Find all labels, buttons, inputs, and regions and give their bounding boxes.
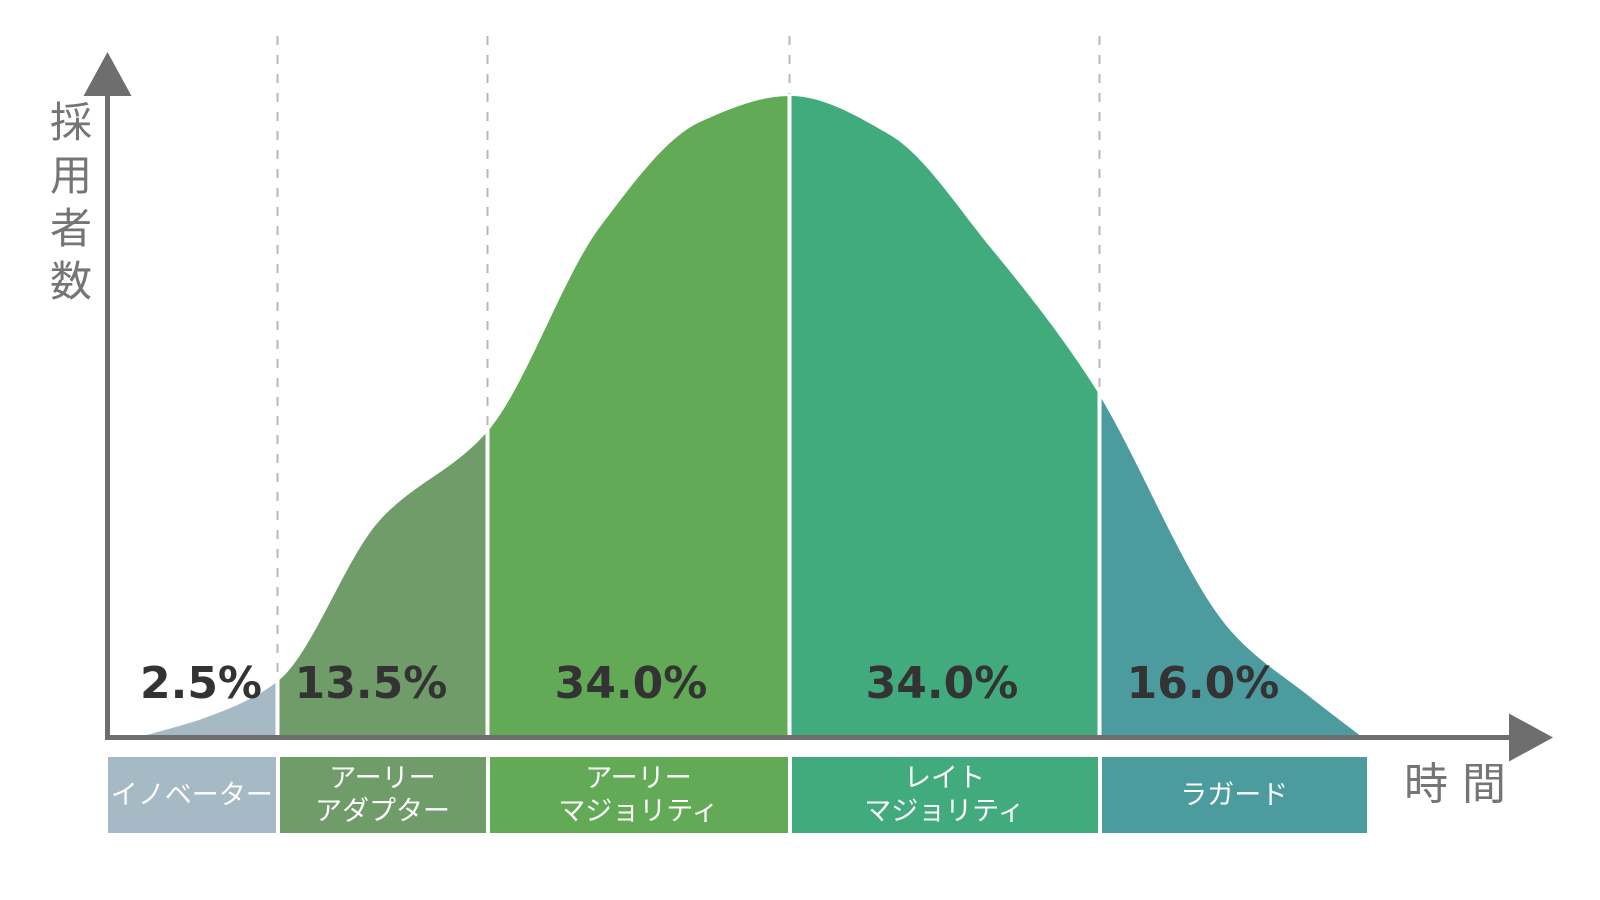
curve-segment-innovators (140, 682, 276, 739)
percent-label-laggards: 16.0% (1127, 658, 1280, 709)
curve-segment-early-majority (489, 96, 788, 739)
y-axis-arrowhead-icon (83, 52, 132, 96)
x-axis-label: 時間 (1404, 759, 1520, 810)
curve-segment-early-adopters (279, 433, 486, 739)
percent-label-early-adopters: 13.5% (295, 658, 448, 709)
percent-label-innovators: 2.5% (140, 658, 262, 709)
percent-label-late-majority: 34.0% (866, 658, 1019, 709)
curve-segment-late-majority (791, 96, 1098, 739)
curve-segment-laggards (1101, 398, 1362, 739)
y-axis-label-char: 用 (49, 151, 92, 200)
y-axis-label-char: 数 (49, 257, 92, 306)
x-axis-arrowhead-icon (1509, 713, 1553, 762)
y-axis-label: 採用者数 (46, 96, 96, 308)
percent-label-early-majority: 34.0% (555, 658, 708, 709)
y-axis-label-char: 者 (49, 204, 92, 253)
y-axis-label-char: 採 (49, 98, 92, 147)
